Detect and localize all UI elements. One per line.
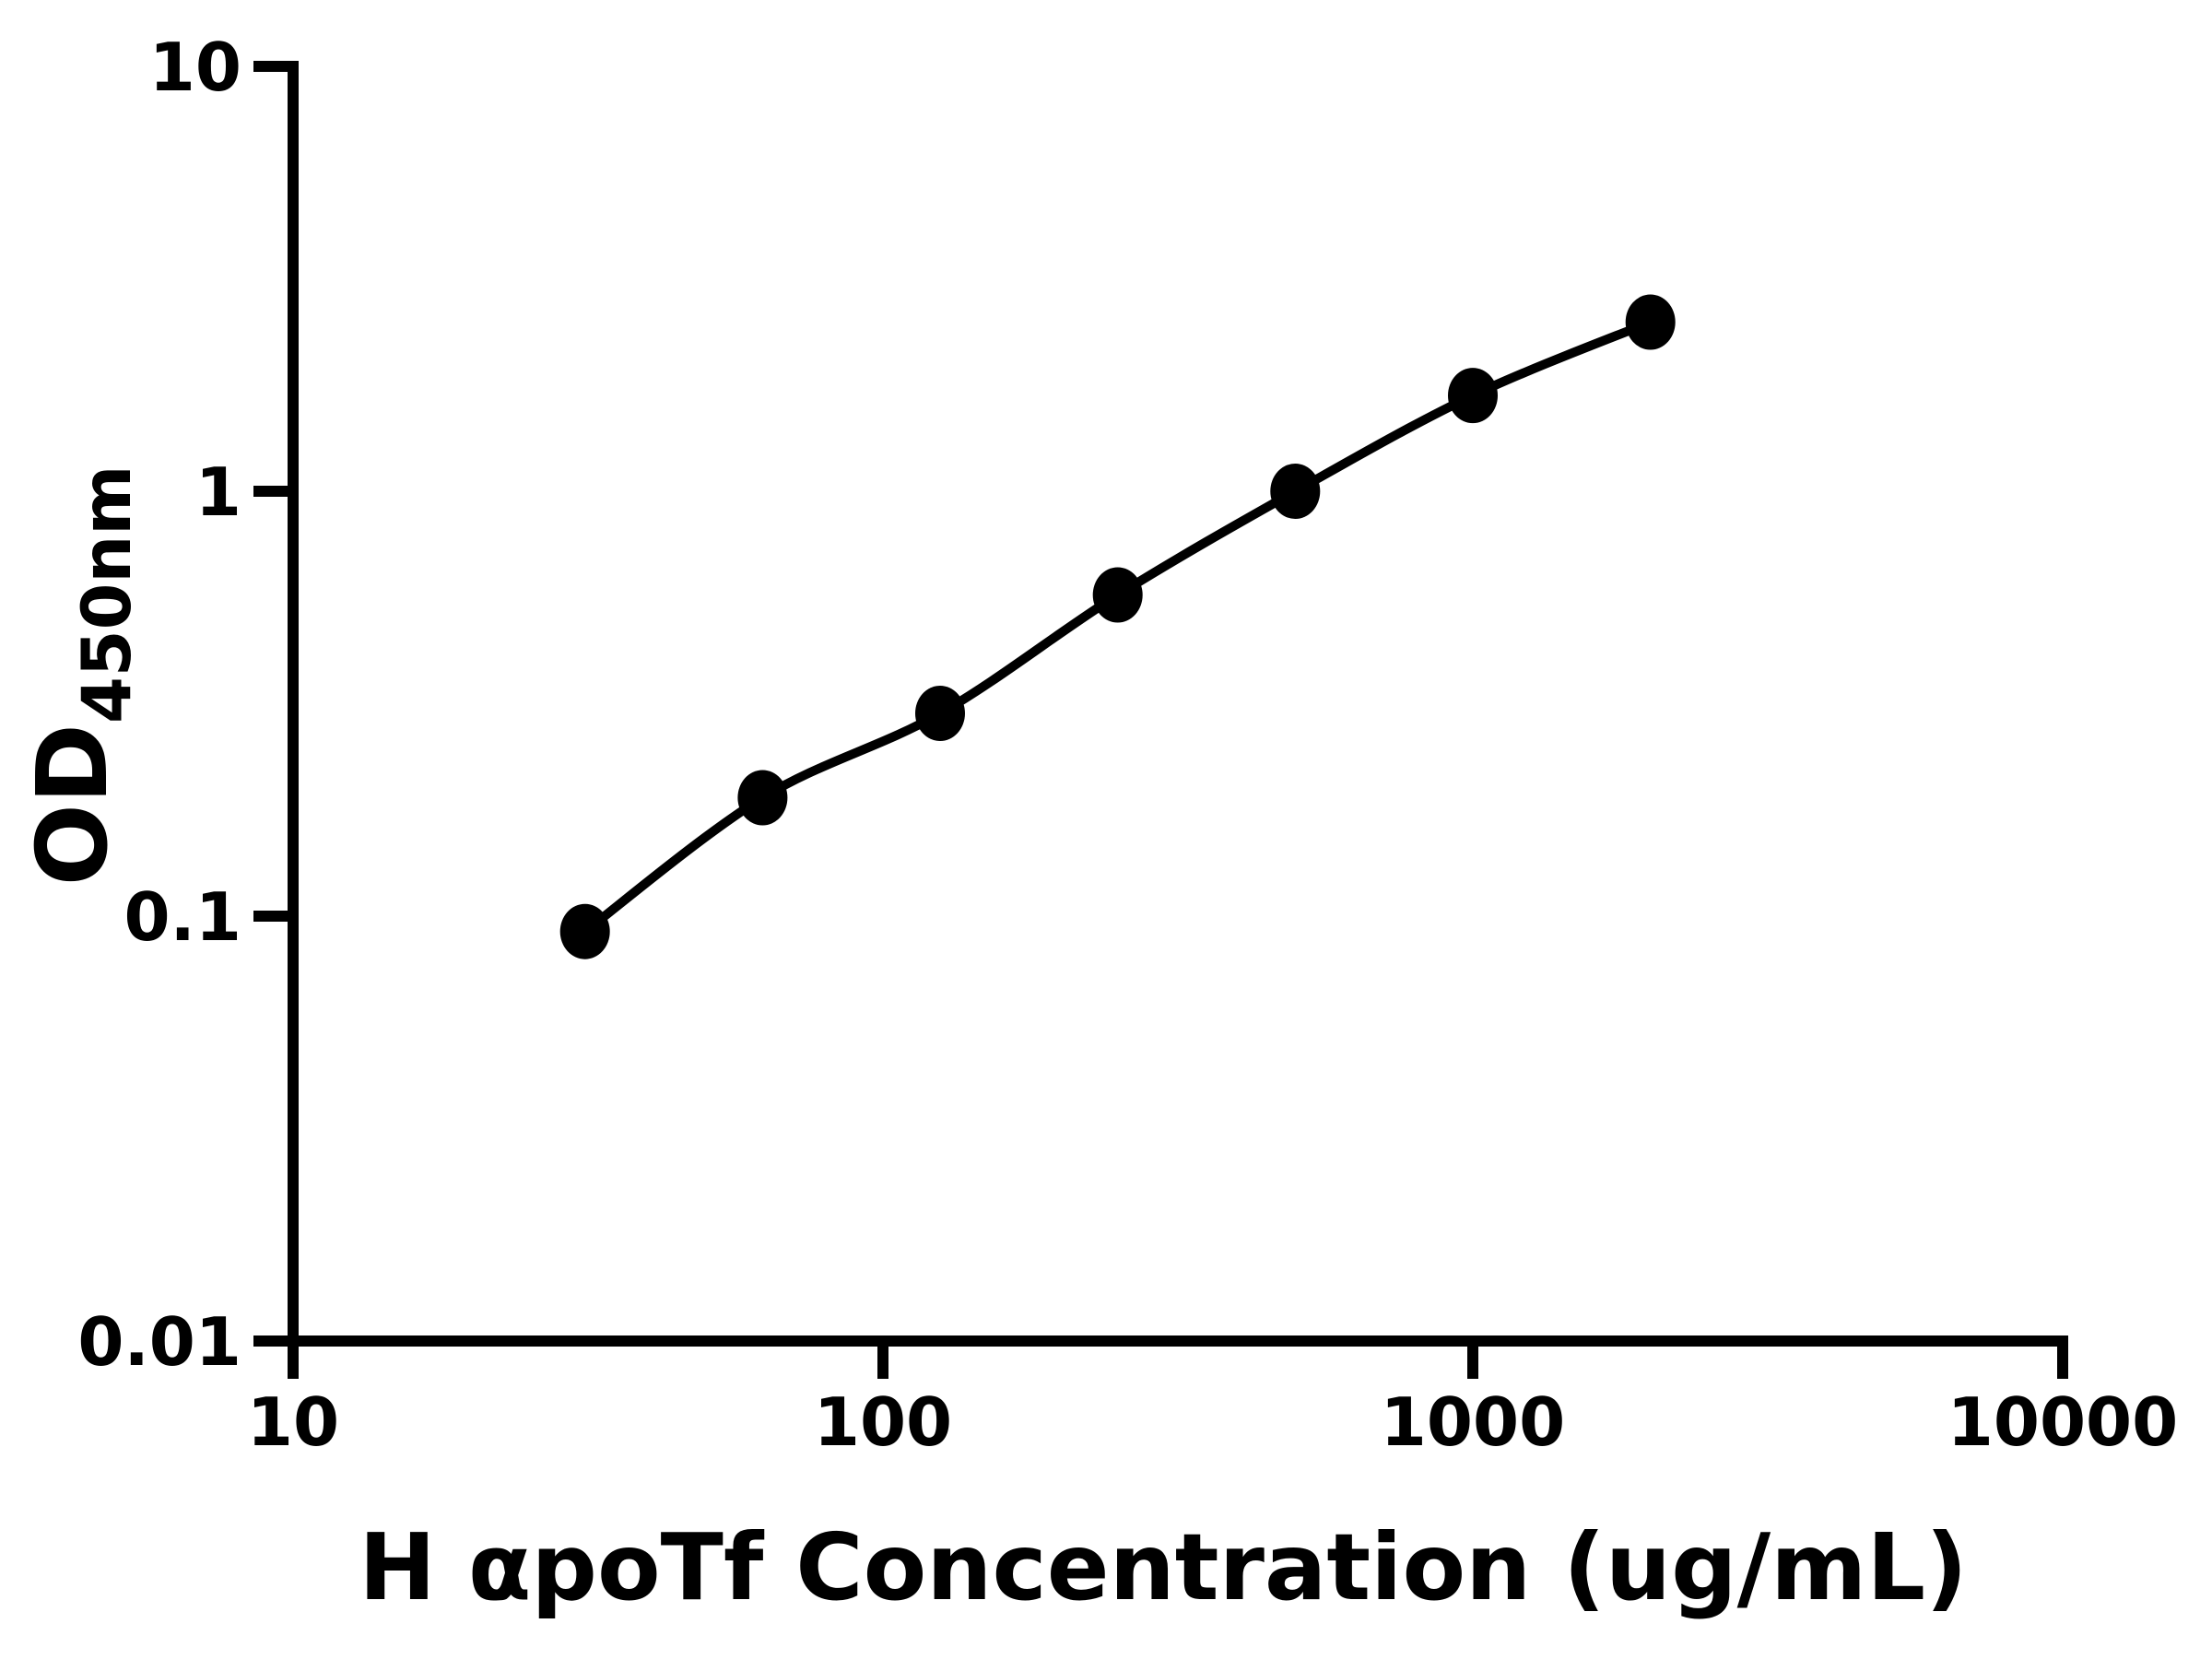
data-point-marker: [737, 770, 788, 826]
data-point-marker: [1448, 368, 1498, 424]
x-axis-title: H αpoTf Concentration (ug/mL): [359, 1513, 1968, 1621]
data-point-marker: [915, 686, 965, 741]
x-tick-label: 100: [814, 1383, 952, 1461]
y-tick-label: 10: [149, 29, 241, 106]
data-point-marker: [1625, 294, 1676, 350]
y-tick-label: 1: [195, 453, 241, 531]
y-tick-label: 0.1: [124, 878, 241, 956]
axis-ticks: [253, 61, 2068, 1379]
data-series: [559, 294, 1676, 959]
x-tick-label: 10000: [1947, 1383, 2179, 1461]
y-axis-title: OD450nm: [17, 465, 147, 887]
data-point-marker: [1270, 464, 1321, 519]
y-tick-label: 0.01: [77, 1303, 241, 1381]
data-point-marker: [1092, 567, 1143, 623]
data-point-marker: [559, 903, 610, 959]
x-tick-label: 1000: [1381, 1383, 1565, 1461]
x-tick-label: 10: [247, 1383, 339, 1461]
y-axis-title-base: OD: [17, 724, 129, 886]
tick-labels: 10 100 1000 10000 10 1 0.1 0.01: [77, 29, 2178, 1461]
y-axis-title-subscript: 450nm: [68, 465, 147, 724]
